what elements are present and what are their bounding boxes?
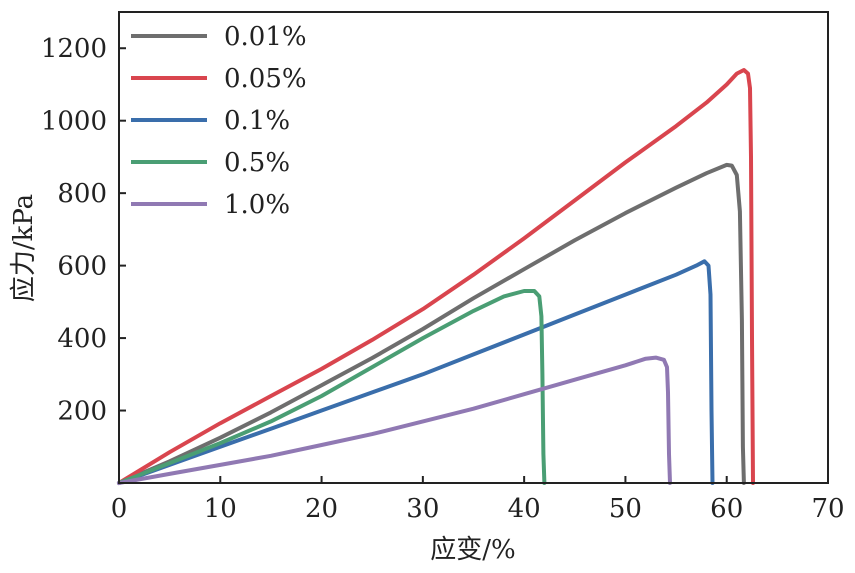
x-tick-label-2: 20 (305, 494, 338, 524)
y-tick-label-5: 1200 (41, 34, 107, 64)
axes: 0 10 20 30 40 50 60 70 200 400 600 800 1000 1200 (41, 11, 845, 524)
series-line-1 (117, 68, 755, 485)
legend: 0.01% 0.05% 0.1% 0.5% 1.0% (131, 22, 307, 220)
x-tick-label-6: 60 (710, 494, 743, 524)
series-line-4 (117, 355, 672, 485)
y-tick-label-1: 400 (57, 324, 107, 354)
legend-label-0: 0.01% (224, 22, 307, 52)
y-tick-label-0: 200 (57, 397, 107, 427)
y-tick-label-2: 600 (57, 252, 107, 282)
x-tick-label-0: 0 (111, 494, 128, 524)
legend-label-2: 0.1% (224, 106, 290, 136)
plot-frame (118, 11, 829, 484)
legend-label-1: 0.05% (224, 64, 307, 94)
series-line-2 (117, 259, 715, 485)
legend-label-3: 0.5% (224, 148, 290, 178)
legend-label-4: 1.0% (224, 190, 290, 220)
x-tick-label-3: 30 (406, 494, 439, 524)
x-axis-label: 应变/% (430, 535, 515, 565)
x-tick-label-1: 10 (204, 494, 237, 524)
series-line-0 (117, 162, 746, 485)
x-tick-label-5: 50 (609, 494, 642, 524)
y-tick-label-4: 1000 (41, 107, 107, 137)
series-line-3 (117, 289, 547, 485)
y-tick-label-3: 800 (57, 179, 107, 209)
y-axis-label: 应力/kPa (9, 194, 39, 302)
x-tick-label-7: 70 (811, 494, 844, 524)
x-tick-label-4: 40 (508, 494, 541, 524)
plot-area (117, 68, 755, 485)
